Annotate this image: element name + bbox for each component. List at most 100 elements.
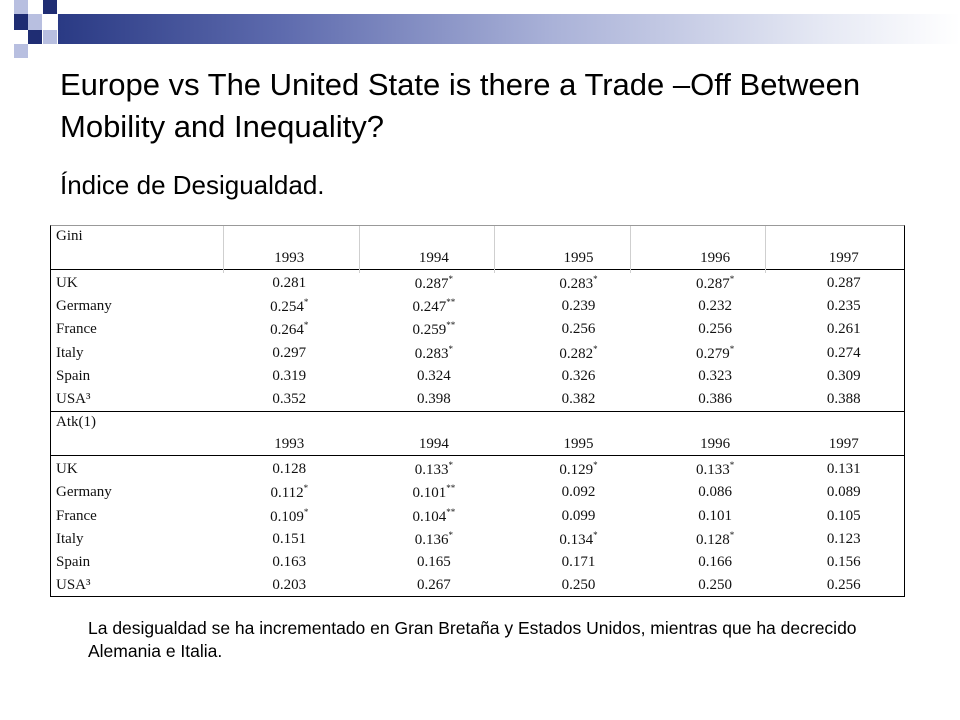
- table-row: Spain 0.319 0.324 0.326 0.323 0.309: [51, 365, 904, 388]
- table-cell: 0.166: [698, 553, 733, 570]
- table-divider: [359, 226, 360, 273]
- footnote: La desigualdad se ha incrementado en Gra…: [88, 618, 857, 661]
- section-header-row: Gini: [51, 226, 904, 247]
- decor-square-6: [43, 30, 57, 44]
- table-cell: 0.128*: [696, 529, 735, 548]
- country-label: Germany: [56, 298, 112, 315]
- table-row: UK 0.128 0.133* 0.129* 0.133* 0.131: [51, 456, 904, 482]
- table-cell: 0.112*: [270, 483, 309, 502]
- table-cell: 0.239: [561, 298, 596, 315]
- country-label: Italy: [56, 530, 84, 547]
- page-subtitle: Índice de Desigualdad.: [60, 170, 325, 200]
- table-row: Germany 0.112* 0.101** 0.092 0.086 0.089: [51, 481, 904, 504]
- year-header: 1996: [646, 433, 784, 457]
- header-gradient-bar: [58, 14, 960, 44]
- country-label: Spain: [56, 367, 91, 384]
- table-cell: 0.287: [826, 275, 861, 292]
- table-cell: 0.156: [826, 553, 861, 570]
- country-label: France: [56, 507, 97, 524]
- country-label: Italy: [56, 344, 84, 361]
- year-header-row: 1993 1994 1995 1996 1997: [51, 247, 904, 270]
- table-cell: 0.274: [826, 344, 861, 361]
- section-name: Gini: [56, 228, 83, 244]
- table-row: France 0.264* 0.259** 0.256 0.256 0.261: [51, 318, 904, 341]
- table-cell: 0.261: [826, 321, 861, 338]
- table-cell: 0.382: [561, 391, 596, 408]
- year-header: 1997: [783, 433, 904, 457]
- table-cell: 0.309: [826, 367, 861, 384]
- country-label: Spain: [56, 553, 91, 570]
- table-cell: 0.203: [272, 577, 307, 594]
- year-header: 1994: [357, 433, 511, 457]
- table-divider: [223, 226, 224, 273]
- table-cell: 0.163: [272, 553, 307, 570]
- year-header: 1995: [510, 247, 647, 270]
- table-cell: 0.352: [272, 391, 307, 408]
- table-cell: 0.250: [698, 577, 733, 594]
- inequality-table: Gini 1993 1994 1995 1996 1997 UK 0.281 0.287* 0.2…: [50, 225, 905, 597]
- table-cell: 0.281: [272, 275, 307, 292]
- section-name: Atk(1): [51, 411, 221, 434]
- decor-square-2: [43, 0, 57, 14]
- decor-square-7: [14, 44, 28, 58]
- table-cell: 0.283*: [414, 343, 454, 362]
- country-label: Germany: [56, 484, 112, 501]
- table-cell: 0.136*: [414, 529, 454, 548]
- table-cell: 0.256: [698, 321, 733, 338]
- table-cell: 0.256: [561, 321, 596, 338]
- table-cell: 0.287*: [696, 274, 735, 293]
- table-row: Italy 0.297 0.283* 0.282* 0.279* 0.274: [51, 342, 904, 365]
- table-cell: 0.123: [826, 530, 861, 547]
- table-cell: 0.129*: [559, 460, 598, 479]
- table-cell: 0.101: [698, 507, 733, 524]
- table-cell: 0.109*: [270, 506, 309, 525]
- table-body: Gini 1993 1994 1995 1996 1997 UK 0.281 0.287* 0.2…: [51, 226, 904, 597]
- table-row: USA³ 0.203 0.267 0.250 0.250 0.256: [51, 574, 904, 597]
- table-cell: 0.254*: [270, 297, 309, 316]
- table-divider: [630, 226, 631, 273]
- table-cell: 0.105: [826, 507, 861, 524]
- table-cell: 0.099: [561, 507, 596, 524]
- country-label: USA³: [56, 577, 91, 594]
- year-header: 1993: [221, 433, 358, 457]
- table-cell: 0.092: [561, 484, 596, 501]
- table-divider: [494, 226, 495, 273]
- year-header-row: 1993 1994 1995 1996 1997: [51, 433, 904, 457]
- table-cell: 0.323: [698, 367, 733, 384]
- country-label: UK: [56, 461, 78, 478]
- decor-square-5: [28, 30, 42, 44]
- table-row: USA³ 0.352 0.398 0.382 0.386 0.388: [51, 388, 904, 412]
- table-cell: 0.247**: [412, 297, 456, 316]
- table-row: UK 0.281 0.287* 0.283* 0.287* 0.287: [51, 270, 904, 296]
- table-row: Spain 0.163 0.165 0.171 0.166 0.156: [51, 551, 904, 574]
- table-cell: 0.287*: [414, 274, 454, 293]
- table-cell: 0.282*: [559, 343, 598, 362]
- table-cell: 0.267: [417, 577, 451, 594]
- data-table: Gini 1993 1994 1995 1996 1997 UK 0.281 0.287* 0.2…: [51, 226, 904, 597]
- table-cell: 0.297: [272, 344, 307, 361]
- section-header-row: Atk(1): [51, 411, 904, 434]
- table-cell: 0.089: [826, 484, 861, 501]
- table-cell: 0.101**: [412, 483, 456, 502]
- year-header: 1996: [646, 247, 784, 270]
- table-cell: 0.259**: [412, 320, 456, 339]
- year-header: 1997: [783, 247, 904, 270]
- table-cell: 0.151: [272, 530, 307, 547]
- table-cell: 0.171: [561, 553, 596, 570]
- table-cell: 0.232: [698, 298, 733, 315]
- table-cell: 0.326: [561, 367, 596, 384]
- table-cell: 0.388: [826, 391, 861, 408]
- table-cell: 0.165: [417, 553, 451, 570]
- country-label: UK: [56, 275, 78, 292]
- table-cell: 0.134*: [559, 529, 598, 548]
- country-label: France: [56, 321, 97, 338]
- table-cell: 0.398: [417, 391, 451, 408]
- table-cell: 0.235: [826, 298, 861, 315]
- table-cell: 0.279*: [696, 343, 735, 362]
- table-cell: 0.250: [561, 577, 596, 594]
- table-cell: 0.133*: [696, 460, 735, 479]
- table-cell: 0.324: [417, 367, 451, 384]
- table-cell: 0.386: [698, 391, 733, 408]
- year-header: 1995: [510, 433, 647, 457]
- table-row: France 0.109* 0.104** 0.099 0.101 0.105: [51, 505, 904, 528]
